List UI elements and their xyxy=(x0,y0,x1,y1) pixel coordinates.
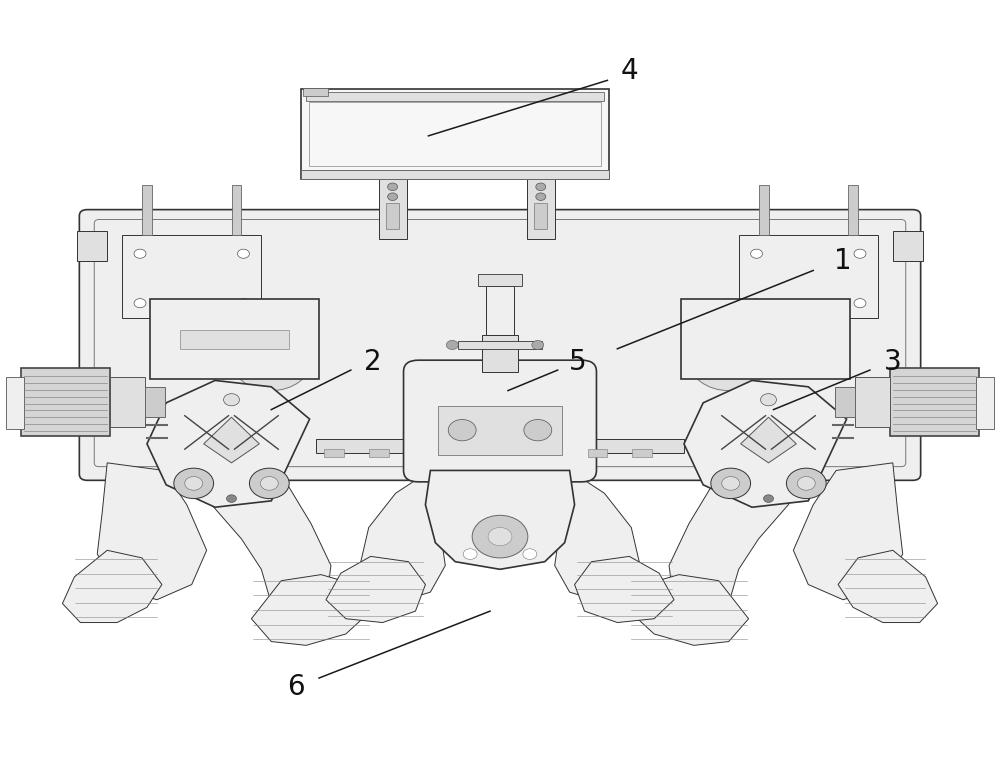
Polygon shape xyxy=(147,381,310,507)
Text: 4: 4 xyxy=(620,57,638,85)
Bar xyxy=(150,300,319,379)
Bar xyxy=(6,377,24,429)
Bar xyxy=(438,406,562,455)
Text: 6: 6 xyxy=(287,673,305,701)
Circle shape xyxy=(711,468,751,499)
Circle shape xyxy=(446,340,458,349)
Polygon shape xyxy=(555,470,639,600)
Bar xyxy=(145,387,165,417)
Circle shape xyxy=(689,330,769,391)
Text: 3: 3 xyxy=(884,348,902,375)
Polygon shape xyxy=(684,381,847,507)
Bar xyxy=(890,368,979,436)
Circle shape xyxy=(134,249,146,258)
Circle shape xyxy=(854,299,866,308)
Circle shape xyxy=(472,516,528,558)
Circle shape xyxy=(227,495,236,502)
Circle shape xyxy=(751,249,763,258)
Circle shape xyxy=(536,193,546,201)
FancyBboxPatch shape xyxy=(79,210,921,480)
Bar xyxy=(301,90,609,179)
Bar xyxy=(324,449,344,457)
Circle shape xyxy=(463,548,477,559)
Polygon shape xyxy=(326,556,425,623)
Circle shape xyxy=(536,183,546,191)
Circle shape xyxy=(249,468,289,499)
Bar xyxy=(893,231,923,261)
Bar xyxy=(534,203,547,229)
Circle shape xyxy=(237,249,249,258)
Circle shape xyxy=(786,468,826,499)
Bar xyxy=(110,377,145,427)
Bar xyxy=(142,185,152,234)
Bar xyxy=(309,103,601,165)
Bar xyxy=(848,185,858,234)
Circle shape xyxy=(523,548,537,559)
Circle shape xyxy=(388,193,398,201)
Circle shape xyxy=(797,476,815,490)
Bar xyxy=(759,185,769,234)
Polygon shape xyxy=(361,470,445,600)
Circle shape xyxy=(232,330,311,391)
Bar xyxy=(303,88,328,96)
Bar xyxy=(855,377,890,427)
Bar xyxy=(386,203,399,229)
Bar xyxy=(306,92,604,101)
Circle shape xyxy=(134,299,146,308)
Polygon shape xyxy=(838,550,938,623)
Bar xyxy=(77,231,107,261)
Circle shape xyxy=(224,394,239,406)
Bar xyxy=(379,178,407,238)
Polygon shape xyxy=(62,550,162,623)
FancyBboxPatch shape xyxy=(404,360,596,482)
Circle shape xyxy=(174,468,214,499)
Circle shape xyxy=(722,476,740,490)
Polygon shape xyxy=(741,417,796,463)
Bar xyxy=(486,286,514,335)
Text: 2: 2 xyxy=(364,348,382,375)
Polygon shape xyxy=(251,574,371,645)
Circle shape xyxy=(532,340,544,349)
Polygon shape xyxy=(204,417,259,463)
Bar xyxy=(588,449,607,457)
Bar xyxy=(369,449,389,457)
Circle shape xyxy=(388,183,398,191)
Bar xyxy=(976,377,994,429)
Circle shape xyxy=(448,420,476,440)
Circle shape xyxy=(761,394,776,406)
Circle shape xyxy=(185,476,203,490)
Bar xyxy=(835,387,855,417)
Circle shape xyxy=(764,495,773,502)
Bar xyxy=(301,170,609,179)
Polygon shape xyxy=(669,470,808,615)
Text: 5: 5 xyxy=(569,348,586,375)
Bar xyxy=(527,178,555,238)
Bar xyxy=(232,185,241,234)
Polygon shape xyxy=(192,470,331,615)
Circle shape xyxy=(751,299,763,308)
Bar xyxy=(482,335,518,372)
Circle shape xyxy=(237,299,249,308)
Text: 1: 1 xyxy=(834,247,852,275)
Polygon shape xyxy=(793,463,903,600)
Bar xyxy=(681,300,850,379)
Bar xyxy=(122,234,261,319)
Bar xyxy=(21,368,110,436)
Polygon shape xyxy=(97,463,207,600)
Polygon shape xyxy=(629,574,749,645)
Circle shape xyxy=(524,420,552,440)
Bar xyxy=(580,439,684,453)
Polygon shape xyxy=(575,556,674,623)
Circle shape xyxy=(488,528,512,545)
Bar xyxy=(632,449,652,457)
Bar xyxy=(180,330,289,349)
Bar xyxy=(458,341,542,349)
Polygon shape xyxy=(425,470,575,569)
Circle shape xyxy=(854,249,866,258)
Bar xyxy=(316,439,420,453)
Bar xyxy=(478,274,522,286)
Bar xyxy=(739,234,878,319)
Circle shape xyxy=(260,476,278,490)
